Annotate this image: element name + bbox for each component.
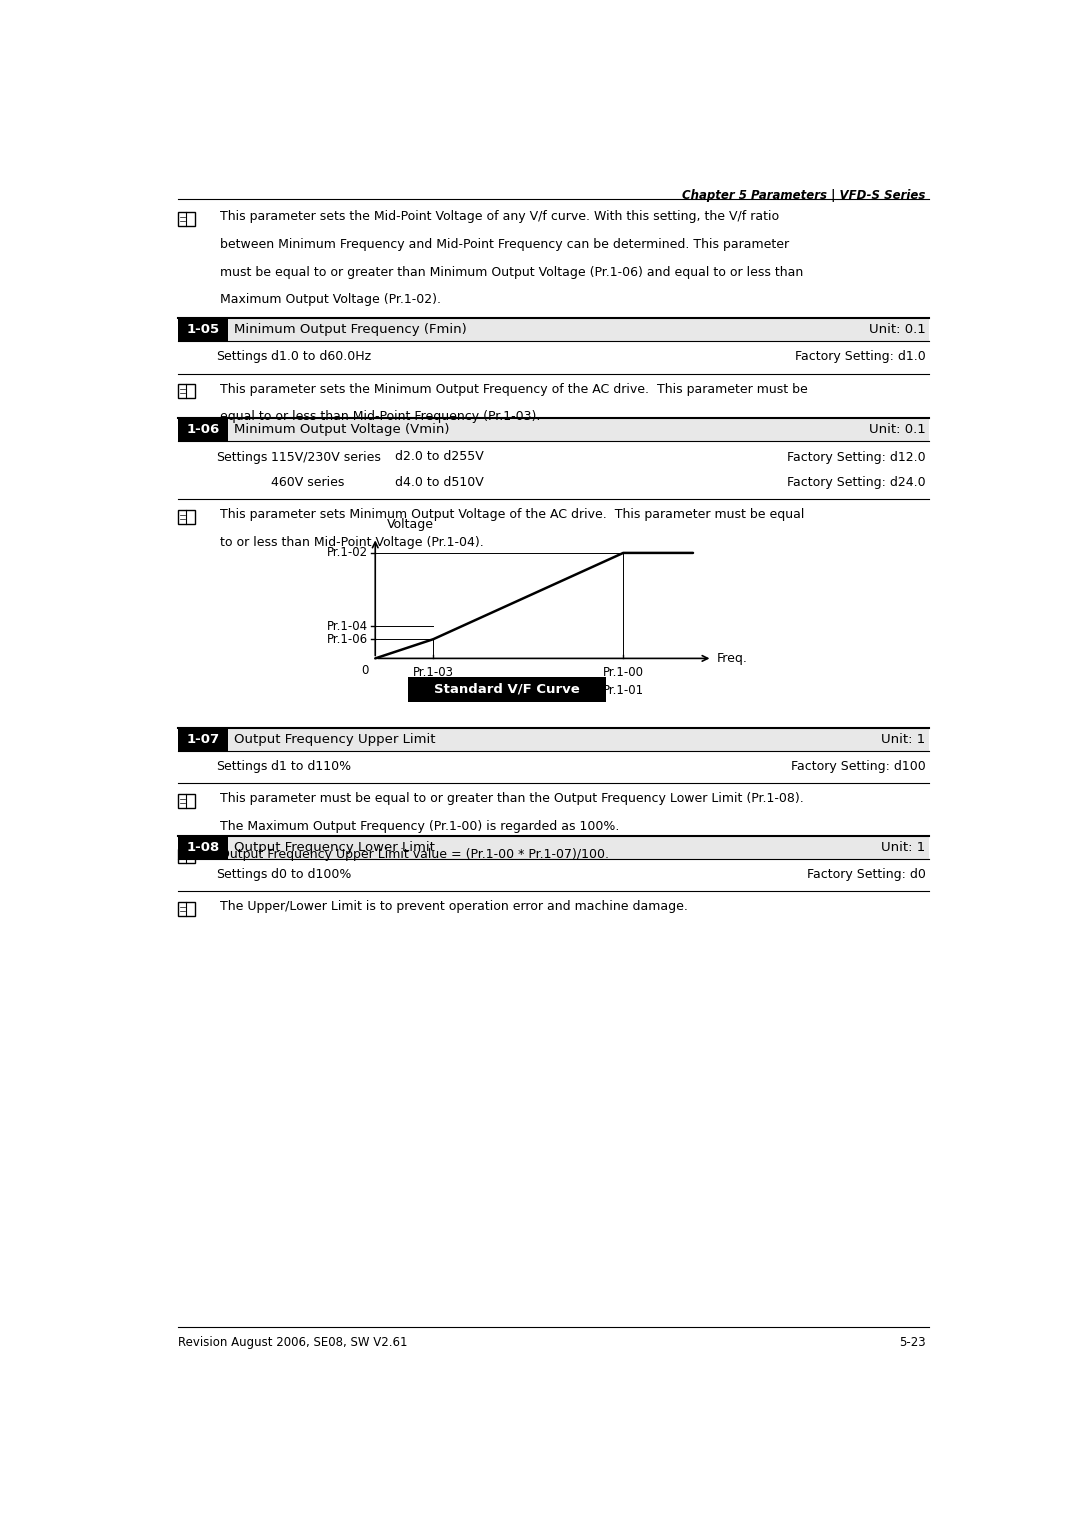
Text: d2.0 to d255V: d2.0 to d255V [394, 451, 484, 463]
Bar [177, 509, 194, 523]
Bar [177, 850, 194, 864]
Text: Pr.1-06: Pr.1-06 [326, 632, 367, 646]
Text: 1-07: 1-07 [186, 733, 219, 746]
Bar [228, 318, 930, 341]
Text: 1-06: 1-06 [186, 423, 219, 436]
Bar [177, 902, 194, 916]
Bar [177, 795, 194, 808]
Bar [228, 419, 930, 442]
Text: Output Frequency Lower Limit: Output Frequency Lower Limit [234, 841, 435, 853]
Text: Minimum Output Frequency (Fmin): Minimum Output Frequency (Fmin) [234, 324, 467, 336]
Text: Settings: Settings [216, 868, 268, 881]
Text: This parameter sets the Mid-Point Voltage of any V/f curve. With this setting, t: This parameter sets the Mid-Point Voltag… [220, 210, 780, 224]
Text: 0: 0 [362, 664, 369, 676]
Text: Output Frequency Upper Limit: Output Frequency Upper Limit [234, 733, 435, 746]
Bar [177, 385, 194, 399]
Text: Factory Setting: d12.0: Factory Setting: d12.0 [787, 451, 926, 463]
Text: d4.0 to d510V: d4.0 to d510V [394, 476, 484, 489]
Text: Unit: 1: Unit: 1 [881, 733, 926, 746]
Text: Chapter 5 Parameters | VFD-S Series: Chapter 5 Parameters | VFD-S Series [683, 189, 926, 201]
Text: Maximum Output Voltage (Pr.1-02).: Maximum Output Voltage (Pr.1-02). [220, 293, 442, 307]
Text: Minimum Output Voltage (Vmin): Minimum Output Voltage (Vmin) [234, 423, 449, 436]
Text: Pr.1-02: Pr.1-02 [326, 546, 367, 560]
Text: Output Frequency Upper Limit value = (Pr.1-00 * Pr.1-07)/100.: Output Frequency Upper Limit value = (Pr… [220, 848, 609, 861]
Text: to or less than Mid-Point Voltage (Pr.1-04).: to or less than Mid-Point Voltage (Pr.1-… [220, 535, 484, 549]
Text: Settings: Settings [216, 350, 268, 364]
Text: 115V/230V series: 115V/230V series [271, 451, 380, 463]
Text: Settings: Settings [216, 451, 268, 463]
Bar [177, 727, 228, 750]
Bar [408, 676, 606, 701]
Text: Factory Setting: d0: Factory Setting: d0 [807, 868, 926, 881]
Text: must be equal to or greater than Minimum Output Voltage (Pr.1-06) and equal to o: must be equal to or greater than Minimum… [220, 265, 804, 279]
Text: Unit: 1: Unit: 1 [881, 841, 926, 853]
Bar [177, 419, 228, 442]
Text: d0 to d100%: d0 to d100% [271, 868, 351, 881]
Bar [177, 212, 194, 225]
Bar [177, 318, 228, 341]
Text: Pr.1-03: Pr.1-03 [413, 666, 454, 680]
Text: 5-23: 5-23 [899, 1336, 926, 1348]
Text: The Upper/Lower Limit is to prevent operation error and machine damage.: The Upper/Lower Limit is to prevent oper… [220, 900, 688, 913]
Text: This parameter must be equal to or greater than the Output Frequency Lower Limit: This parameter must be equal to or great… [220, 793, 804, 805]
Text: d1 to d110%: d1 to d110% [271, 759, 351, 773]
Text: Pr.1-04: Pr.1-04 [326, 620, 367, 632]
Text: This parameter sets Minimum Output Voltage of the AC drive.  This parameter must: This parameter sets Minimum Output Volta… [220, 508, 805, 522]
Text: Unit: 0.1: Unit: 0.1 [868, 423, 926, 436]
Text: 1-08: 1-08 [186, 841, 219, 853]
Text: Voltage: Voltage [387, 518, 434, 531]
Text: Freq.: Freq. [716, 652, 747, 664]
Text: 1-05: 1-05 [186, 324, 219, 336]
Text: Factory Setting: d100: Factory Setting: d100 [791, 759, 926, 773]
Text: Unit: 0.1: Unit: 0.1 [868, 324, 926, 336]
Text: Pr.1-01: Pr.1-01 [603, 684, 644, 696]
Bar [228, 727, 930, 750]
Text: Revision August 2006, SE08, SW V2.61: Revision August 2006, SE08, SW V2.61 [177, 1336, 407, 1348]
Text: between Minimum Frequency and Mid-Point Frequency can be determined. This parame: between Minimum Frequency and Mid-Point … [220, 238, 789, 252]
Text: Pr.1-00: Pr.1-00 [603, 666, 644, 680]
Text: Pr.1-05: Pr.1-05 [413, 684, 454, 696]
Text: The Maximum Output Frequency (Pr.1-00) is regarded as 100%.: The Maximum Output Frequency (Pr.1-00) i… [220, 821, 620, 833]
Bar [228, 836, 930, 859]
Text: Settings: Settings [216, 759, 268, 773]
Text: 460V series: 460V series [271, 476, 345, 489]
Text: Standard V/F Curve: Standard V/F Curve [434, 683, 580, 696]
Text: This parameter sets the Minimum Output Frequency of the AC drive.  This paramete: This parameter sets the Minimum Output F… [220, 384, 808, 396]
Text: Factory Setting: d1.0: Factory Setting: d1.0 [795, 350, 926, 364]
Text: equal to or less than Mid-Point Frequency (Pr.1-03).: equal to or less than Mid-Point Frequenc… [220, 411, 541, 423]
Text: Factory Setting: d24.0: Factory Setting: d24.0 [787, 476, 926, 489]
Bar [177, 836, 228, 859]
Text: d1.0 to d60.0Hz: d1.0 to d60.0Hz [271, 350, 370, 364]
